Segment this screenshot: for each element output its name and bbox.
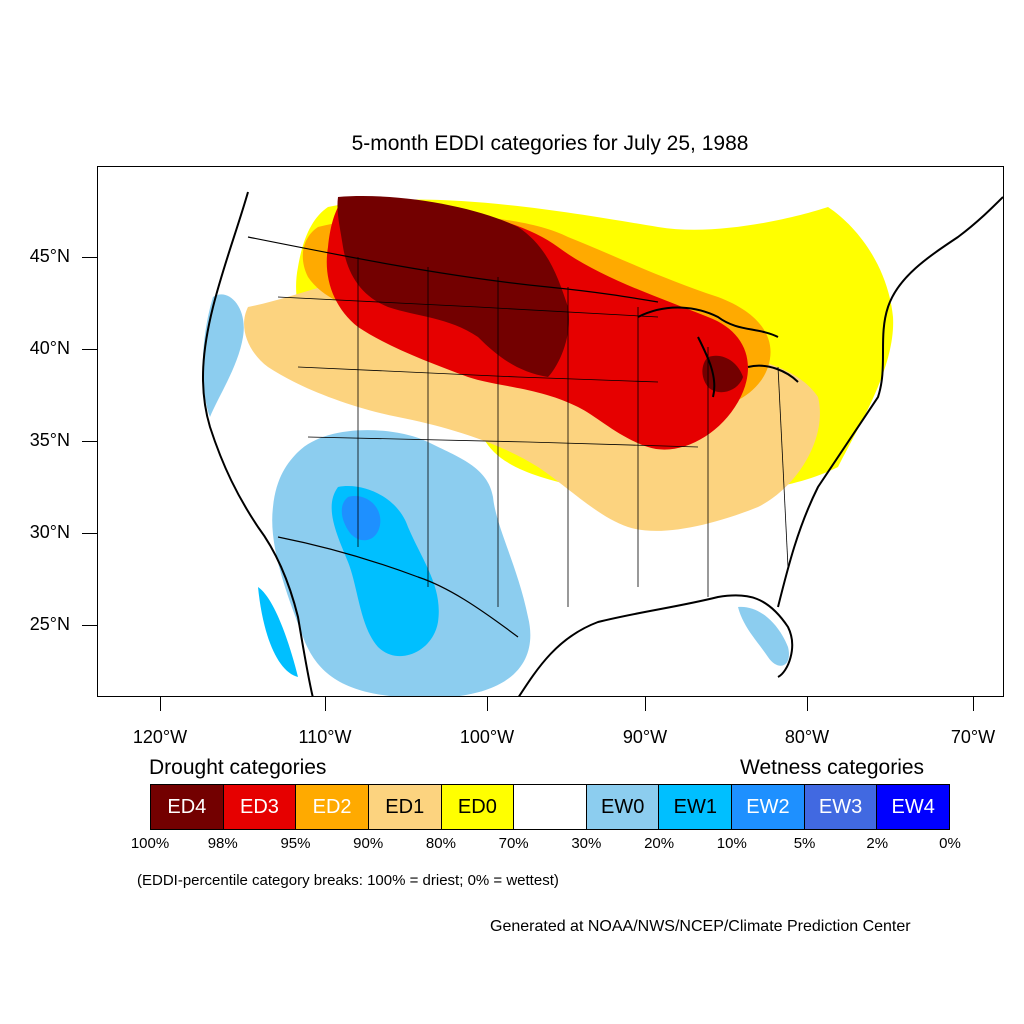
canada-border	[247, 236, 659, 303]
legend-cell-ew0: EW0	[586, 785, 660, 829]
wet-region-ew0-florida	[738, 606, 789, 666]
legend-cell-normal	[514, 785, 587, 829]
legend-cell-ed2: ED2	[296, 785, 369, 829]
lon-tick	[325, 697, 326, 711]
wetness-categories-title: Wetness categories	[740, 756, 925, 779]
drought-categories-title: Drought categories	[149, 756, 327, 779]
lon-tick	[160, 697, 161, 711]
lon-label-80w: 80°W	[784, 727, 830, 747]
lon-label-120w: 120°W	[132, 727, 188, 747]
lon-tick	[645, 697, 646, 711]
gulf-coastline	[518, 594, 794, 696]
legend-cell-ed1: ED1	[368, 785, 442, 829]
great-lakes	[637, 306, 799, 398]
lon-label-70w: 70°W	[950, 727, 996, 747]
map-canvas	[201, 191, 1003, 696]
legend-break-label: 98%	[207, 835, 238, 852]
lat-tick	[82, 533, 97, 534]
legend-break-label: 80%	[425, 835, 456, 852]
legend-cell-ed3: ED3	[223, 785, 297, 829]
legend-cell-ew2: EW2	[732, 785, 805, 829]
lon-label-110w: 110°W	[298, 727, 352, 747]
lat-label-30: 30°N	[29, 522, 70, 542]
wet-region-ew1-baja	[258, 587, 298, 677]
legend-cell-ed4: ED4	[151, 785, 224, 829]
drought-region-ed4	[337, 196, 569, 377]
legend-cell-ed0: ED0	[441, 785, 515, 829]
legend-break-label: 100%	[130, 835, 170, 852]
coastline	[201, 191, 314, 696]
state-borders	[277, 257, 789, 607]
lon-tick	[973, 697, 974, 711]
mexico-border	[277, 536, 519, 638]
legend-break-label: 10%	[716, 835, 747, 852]
map-title: 5-month EDDI categories for July 25, 198…	[351, 132, 749, 155]
lon-tick	[487, 697, 488, 711]
legend-cell-ew1: EW1	[659, 785, 733, 829]
lat-tick	[82, 441, 97, 442]
atlantic-coastline	[777, 196, 1003, 608]
legend-break-label: 5%	[793, 835, 816, 852]
legend-break-label: 0%	[939, 835, 961, 852]
category-note: (EDDI-percentile category breaks: 100% =…	[137, 872, 559, 889]
lon-tick	[807, 697, 808, 711]
lat-tick	[82, 349, 97, 350]
drought-region-ed4-great-lakes	[702, 355, 743, 393]
legend-break-label: 2%	[866, 835, 889, 852]
legend-cell-ew4: EW4	[877, 785, 950, 829]
lat-label-25: 25°N	[29, 614, 70, 634]
legend-break-label: 20%	[644, 835, 675, 852]
lat-label-45: 45°N	[29, 246, 70, 266]
legend-break-label: 95%	[280, 835, 311, 852]
lon-label-100w: 100°W	[459, 727, 515, 747]
legend-color-bar: ED4 ED3 ED2 ED1 ED0 EW0 EW1 EW2 EW3 EW4	[150, 784, 950, 830]
wet-region-ew0-northwest	[202, 294, 244, 417]
legend-break-label: 70%	[498, 835, 529, 852]
lat-label-35: 35°N	[29, 430, 70, 450]
lat-tick	[82, 257, 97, 258]
legend-cell-ew3: EW3	[804, 785, 878, 829]
lat-label-40: 40°N	[29, 338, 70, 358]
lon-label-90w: 90°W	[622, 727, 668, 747]
wet-region-ew2-southwest	[341, 496, 381, 541]
legend-break-label: 30%	[571, 835, 602, 852]
credit-line: Generated at NOAA/NWS/NCEP/Climate Predi…	[490, 918, 911, 935]
lat-tick	[82, 625, 97, 626]
eddi-map	[97, 166, 1004, 697]
legend-break-label: 90%	[353, 835, 384, 852]
